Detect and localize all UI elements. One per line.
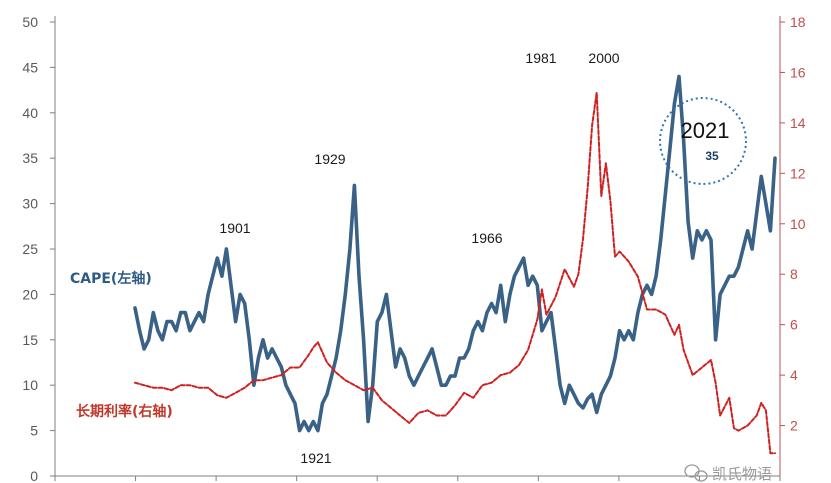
series-line-cape: [133, 74, 777, 433]
left-tick-label: 20: [22, 286, 38, 302]
left-tick-label: 50: [22, 14, 38, 30]
right-tick-label: 6: [790, 317, 798, 333]
right-axis: 2 4 6 8 10 12 14 16 18: [779, 14, 806, 476]
left-tick-label: 25: [22, 241, 38, 257]
callout-value-35: 35: [705, 149, 719, 163]
left-tick-label: 40: [22, 105, 38, 121]
right-tick-label: 2: [790, 418, 798, 434]
left-tick-label: 15: [22, 332, 38, 348]
left-tick-label: 5: [30, 423, 38, 439]
series-line-rate: [134, 91, 776, 455]
right-tick-label: 10: [790, 216, 806, 232]
left-axis: 0 5 10 15 20 25 30 35 40 45 50: [22, 14, 781, 483]
right-tick-label: 8: [790, 266, 798, 282]
wechat-icon: [684, 464, 708, 482]
annotation-2000: 2000: [588, 50, 619, 66]
legend-rate: 长期利率(右轴): [76, 403, 173, 420]
left-tick-label: 35: [22, 150, 38, 166]
callout-year-2021: 2021: [681, 118, 730, 143]
left-tick-label: 45: [22, 59, 38, 75]
annotation-1966: 1966: [471, 230, 502, 246]
annotation-1921: 1921: [300, 450, 331, 466]
legend-cape: CAPE(左轴): [70, 270, 152, 287]
left-tick-label: 0: [30, 468, 38, 483]
plot-area: [133, 74, 777, 455]
left-tick-label: 10: [22, 377, 38, 393]
left-tick-label: 30: [22, 196, 38, 212]
right-tick-label: 14: [790, 115, 806, 131]
annotation-1981: 1981: [525, 50, 556, 66]
right-tick-label: 12: [790, 165, 806, 181]
right-tick-label: 18: [790, 14, 806, 30]
annotation-1929: 1929: [314, 151, 345, 167]
watermark-text: 凯氏物语: [712, 465, 772, 483]
annotation-1901: 1901: [219, 220, 250, 236]
callout-circle: [659, 97, 747, 185]
watermark: 凯氏物语: [684, 464, 772, 483]
right-tick-label: 16: [790, 64, 806, 80]
right-tick-label: 4: [790, 367, 798, 383]
